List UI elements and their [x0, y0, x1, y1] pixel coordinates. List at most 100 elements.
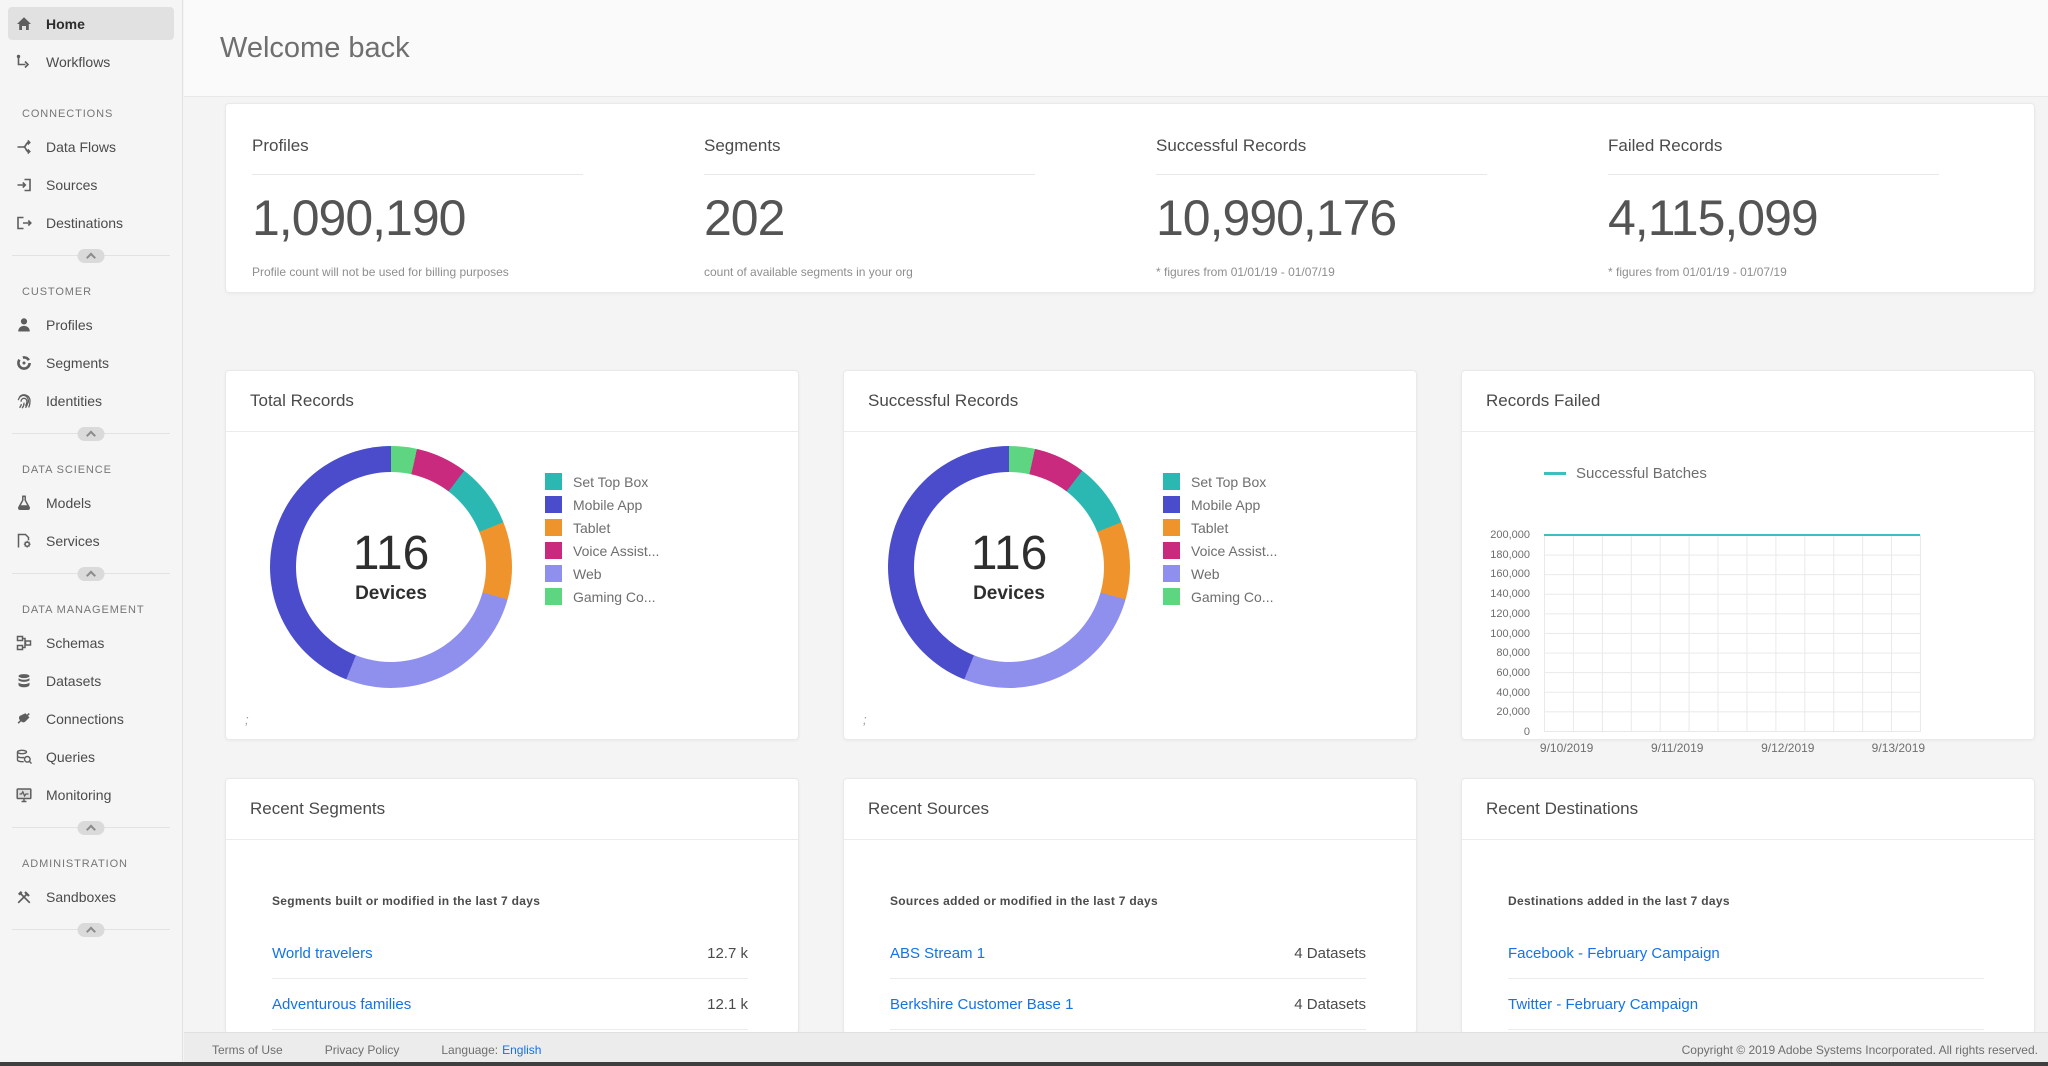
legend-item-tablet: Tablet: [1163, 516, 1277, 539]
recent-subtitle: Destinations added in the last 7 days: [1508, 894, 1730, 908]
sidebar-item-monitoring[interactable]: Monitoring: [8, 778, 174, 811]
stat-value: 202: [704, 190, 785, 246]
collapse-section-button[interactable]: [77, 922, 105, 937]
legend-swatch: [545, 473, 562, 490]
legend-label: Gaming Co...: [1191, 588, 1274, 605]
legend-item-set-top-box: Set Top Box: [1163, 470, 1277, 493]
recent-item-value: 12.7 k: [707, 944, 748, 962]
sidebar-item-destinations[interactable]: Destinations: [8, 206, 174, 239]
sidebar-item-datasets[interactable]: Datasets: [8, 664, 174, 697]
legend-label: Tablet: [573, 519, 611, 536]
legend-swatch: [1163, 588, 1180, 605]
sidebar-item-schemas[interactable]: Schemas: [8, 626, 174, 659]
sidebar-item-segments[interactable]: Segments: [8, 346, 174, 379]
segments-icon: [15, 354, 33, 372]
card-title: Total Records: [226, 371, 798, 432]
card-title: Recent Sources: [844, 779, 1416, 840]
y-tick-label: 180,000: [1490, 548, 1530, 561]
sidebar-item-sandboxes[interactable]: Sandboxes: [8, 880, 174, 913]
profiles-icon: [15, 316, 33, 334]
collapse-section-button[interactable]: [77, 566, 105, 581]
sidebar-item-label: Sources: [46, 176, 98, 193]
language-link[interactable]: English: [502, 1042, 542, 1057]
y-tick-label: 100,000: [1490, 627, 1530, 640]
models-icon: [15, 494, 33, 512]
legend-item-voice-assist: Voice Assist...: [545, 539, 659, 562]
sidebar-item-identities[interactable]: Identities: [8, 384, 174, 417]
recent-item-value: 4 Datasets: [1294, 995, 1366, 1013]
sidebar-item-models[interactable]: Models: [8, 486, 174, 519]
legend-item-gaming-co: Gaming Co...: [1163, 585, 1277, 608]
legend-swatch: [1163, 565, 1180, 582]
terms-of-use-link[interactable]: Terms of Use: [212, 1042, 283, 1057]
workflows-icon: [15, 53, 33, 71]
schemas-icon: [15, 634, 33, 652]
y-tick-label: 200,000: [1490, 529, 1530, 541]
sidebar-divider: [12, 248, 170, 263]
recent-row-berkshire-customer-base-1: Berkshire Customer Base 1 4 Datasets: [890, 979, 1366, 1030]
recent-item-link[interactable]: Twitter - February Campaign: [1508, 995, 1699, 1013]
line-chart-legend: Successful Batches: [1544, 465, 2034, 482]
page-title: Welcome back: [220, 31, 410, 64]
chart-legend: Set Top Box Mobile App Tablet Voice Assi…: [545, 470, 659, 688]
copyright-text: Copyright © 2019 Adobe Systems Incorpora…: [1681, 1042, 2038, 1057]
sidebar-item-profiles[interactable]: Profiles: [8, 308, 174, 341]
sidebar-item-label: Datasets: [46, 672, 102, 689]
stat-caption: Profile count will not be used for billi…: [252, 265, 509, 279]
y-tick-label: 140,000: [1490, 588, 1530, 601]
sidebar-item-label: Models: [46, 494, 92, 511]
x-tick-label: 9/10/2019: [1539, 741, 1594, 755]
recent-row-abs-stream-1: ABS Stream 1 4 Datasets: [890, 928, 1366, 979]
y-tick-label: 80,000: [1496, 647, 1530, 660]
sidebar-item-sources[interactable]: Sources: [8, 168, 174, 201]
recent-item-link[interactable]: Facebook - February Campaign: [1508, 944, 1720, 962]
legend-swatch: [1163, 542, 1180, 559]
recent-row-twitter-february-campaign: Twitter - February Campaign: [1508, 979, 1984, 1030]
sidebar-item-label: Profiles: [46, 316, 93, 333]
legend-item-set-top-box: Set Top Box: [545, 470, 659, 493]
sidebar-item-home[interactable]: Home: [8, 7, 174, 40]
legend-label: Voice Assist...: [1191, 542, 1278, 559]
sidebar-item-label: Home: [46, 15, 85, 32]
sidebar-divider: [12, 922, 170, 937]
recent-item-link[interactable]: ABS Stream 1: [890, 944, 986, 962]
recent-list: Facebook - February Campaign Twitter - F…: [1508, 928, 1984, 1030]
sidebar-item-workflows[interactable]: Workflows: [8, 45, 174, 78]
recent-item-link[interactable]: Adventurous families: [272, 995, 412, 1013]
legend-item-web: Web: [545, 562, 659, 585]
sidebar-divider: [12, 820, 170, 835]
sidebar-section-title-administration: ADMINISTRATION: [22, 858, 128, 870]
sidebar-item-label: Connections: [46, 710, 124, 727]
sidebar-item-label: Workflows: [46, 53, 111, 70]
sidebar: Home Workflows CONNECTIONS Data Flows Sou…: [0, 0, 183, 1066]
sidebar-item-services[interactable]: Services: [8, 524, 174, 557]
records-failed-card: Records Failed Successful Batches 200,00…: [1461, 370, 2035, 755]
privacy-policy-link[interactable]: Privacy Policy: [324, 1042, 400, 1057]
stat-failed-records: Failed Records 4,115,099 * figures from …: [1582, 104, 2034, 292]
sidebar-item-connections[interactable]: Connections: [8, 702, 174, 735]
stat-title: Failed Records: [1608, 136, 1723, 155]
sidebar-item-label: Identities: [46, 392, 103, 409]
collapse-section-button[interactable]: [77, 820, 105, 835]
stat-profiles: Profiles 1,090,190 Profile count will no…: [226, 104, 678, 292]
stat-value: 4,115,099: [1608, 190, 1819, 246]
legend-swatch: [545, 496, 562, 513]
sidebar-item-label: Queries: [46, 748, 96, 765]
recent-destinations-card: Recent Destinations Destinations added i…: [1461, 778, 2035, 1032]
donut-center-value: 116: [970, 526, 1048, 580]
recent-row-facebook-february-campaign: Facebook - February Campaign: [1508, 928, 1984, 979]
collapse-section-button[interactable]: [77, 426, 105, 441]
sidebar-item-queries[interactable]: Queries: [8, 740, 174, 773]
recent-item-link[interactable]: Berkshire Customer Base 1: [890, 995, 1074, 1013]
collapse-section-button[interactable]: [77, 248, 105, 263]
stat-caption: * figures from 01/01/19 - 01/07/19: [1608, 265, 1787, 279]
recent-item-value: 12.1 k: [707, 995, 748, 1013]
recent-subtitle: Sources added or modified in the last 7 …: [890, 894, 1158, 908]
card-title: Successful Records: [844, 371, 1416, 432]
legend-item-gaming-co: Gaming Co...: [545, 585, 659, 608]
legend-label: Mobile App: [1191, 496, 1261, 513]
recent-item-link[interactable]: World travelers: [272, 944, 373, 962]
chevron-up-icon: [86, 430, 96, 440]
sidebar-item-data-flows[interactable]: Data Flows: [8, 130, 174, 163]
charts-row: Total Records 116 Devices Set Top Box Mo…: [225, 370, 2035, 755]
